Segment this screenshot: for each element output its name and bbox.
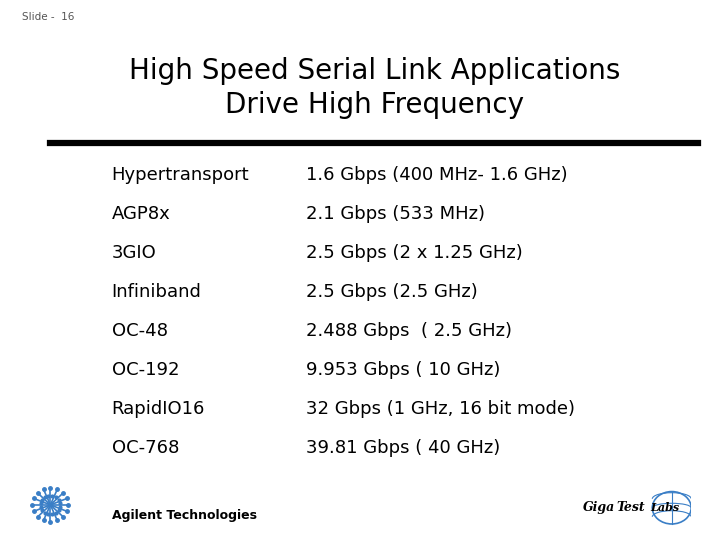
Text: Agilent Technologies: Agilent Technologies xyxy=(112,509,256,522)
Text: OC-192: OC-192 xyxy=(112,361,179,379)
Text: OC-768: OC-768 xyxy=(112,438,179,457)
Text: OC-48: OC-48 xyxy=(112,322,168,340)
Text: 3GIO: 3GIO xyxy=(112,244,156,262)
Text: Hypertransport: Hypertransport xyxy=(112,166,249,185)
Text: Labs: Labs xyxy=(650,502,679,514)
Text: 9.953 Gbps ( 10 GHz): 9.953 Gbps ( 10 GHz) xyxy=(306,361,500,379)
Text: 39.81 Gbps ( 40 GHz): 39.81 Gbps ( 40 GHz) xyxy=(306,438,500,457)
Text: High Speed Serial Link Applications
Drive High Frequency: High Speed Serial Link Applications Driv… xyxy=(129,57,620,119)
Text: Slide -  16: Slide - 16 xyxy=(22,12,74,22)
Text: Infiniband: Infiniband xyxy=(112,283,202,301)
Text: Test: Test xyxy=(617,501,645,514)
Text: 2.5 Gbps (2.5 GHz): 2.5 Gbps (2.5 GHz) xyxy=(306,283,478,301)
Text: 1.6 Gbps (400 MHz- 1.6 GHz): 1.6 Gbps (400 MHz- 1.6 GHz) xyxy=(306,166,567,185)
Text: 2.1 Gbps (533 MHz): 2.1 Gbps (533 MHz) xyxy=(306,205,485,224)
Text: Giga: Giga xyxy=(583,501,616,514)
Text: 2.488 Gbps  ( 2.5 GHz): 2.488 Gbps ( 2.5 GHz) xyxy=(306,322,512,340)
Text: AGP8x: AGP8x xyxy=(112,205,171,224)
Text: 32 Gbps (1 GHz, 16 bit mode): 32 Gbps (1 GHz, 16 bit mode) xyxy=(306,400,575,418)
Text: 2.5 Gbps (2 x 1.25 GHz): 2.5 Gbps (2 x 1.25 GHz) xyxy=(306,244,523,262)
Text: RapidIO16: RapidIO16 xyxy=(112,400,205,418)
